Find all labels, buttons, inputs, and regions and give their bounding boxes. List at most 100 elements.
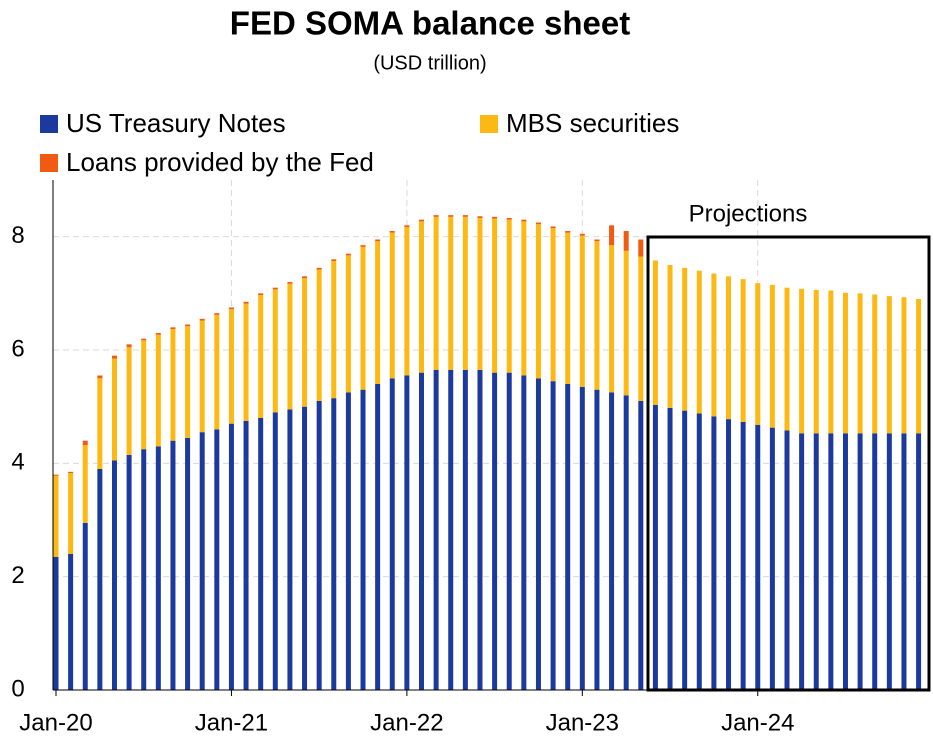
bar-segment [272,412,278,690]
bar-segment [243,420,249,690]
bar-segment [726,419,732,690]
bar-segment [521,219,527,222]
bar-segment [579,235,585,387]
chart-subtitle: (USD trillion) [373,52,486,74]
bar-segment [623,250,629,396]
y-tick-label: 0 [11,675,24,702]
bar-segment [214,314,220,430]
bar-segment [126,347,132,455]
bar-segment [302,278,308,407]
legend-swatch [480,115,498,133]
bar-segment [53,474,59,476]
bar-segment [550,226,556,229]
bar-segment [389,378,395,690]
bar-segment [228,423,234,690]
bar-segment [155,333,161,335]
bar-segment [477,369,483,690]
bar-segment [155,334,161,447]
bar-segment [302,406,308,690]
bar-segment [243,303,249,421]
bar-segment [53,475,59,557]
bar-segment [565,231,571,233]
bar-segment [345,255,351,393]
bar-segment [784,430,790,690]
projection-box [646,235,931,692]
bar-segment [638,256,644,401]
bar-segment [419,221,424,373]
bar-segment [345,253,351,256]
bar-segment [550,381,556,690]
bar-segment [448,216,454,370]
bar-segment [726,276,732,420]
bar-segment [565,384,571,690]
bar-segment [550,228,556,382]
bar-segment [214,313,220,315]
bar-segment [316,269,322,401]
bar-segment [609,392,615,690]
bar-segment [521,375,527,690]
legend-swatch [40,154,58,172]
bar-segment [623,231,629,251]
bar-segment [535,378,541,690]
bar-segment [53,556,59,690]
bar-segment [360,389,366,690]
bar-segment [535,224,541,379]
bar-segment [886,296,892,434]
bar-segment [682,267,688,411]
chart-title: FED SOMA balance sheet [230,5,630,42]
bar-segment [711,416,717,690]
bar-segment [506,219,512,373]
bar-segment [404,225,410,228]
bar-segment [462,215,468,217]
bar-segment [258,418,264,690]
bar-segment [185,437,191,690]
bar-segment [433,216,439,370]
bar-segment [287,282,293,284]
legend-label: US Treasury Notes [66,108,286,138]
bar-segment [916,299,922,434]
bar-segment [97,378,103,469]
bar-segment [916,433,922,690]
bar-segment [375,239,381,242]
bar-segment [404,375,410,690]
bar-segment [901,433,907,690]
bar-segment [141,338,147,341]
bar-segment [667,265,673,408]
bar-segment [258,293,264,296]
bar-segment [579,386,585,690]
x-tick-label: Jan-23 [546,709,619,736]
bar-segment [594,389,600,690]
bar-segment [565,232,571,384]
bar-segment [126,454,132,690]
bar-segment [769,284,775,428]
bar-segment [594,239,600,242]
y-tick-label: 4 [11,449,24,476]
bar-segment [886,433,892,690]
bar-segment [111,355,117,359]
bar-segment [287,409,293,690]
bar-segment [594,241,600,390]
x-tick-label: Jan-22 [370,709,443,736]
bar-segment [828,433,834,690]
bar-segment [419,372,424,690]
bar-segment [111,358,117,461]
bar-segment [813,289,819,434]
bar-segment [857,433,863,690]
bar-segment [185,324,191,327]
bar-segment [141,449,147,690]
bar-segment [755,283,761,425]
bar-segment [214,429,220,690]
bar-segment [842,433,848,690]
bar-segment [872,294,878,434]
bar-segment [799,288,805,434]
bar-segment [813,433,819,690]
bar-segment [302,276,308,279]
bar-segment [82,522,88,690]
bar-segment [111,460,117,690]
bar-segment [170,440,176,690]
bar-segment [389,232,395,379]
bar-segment [799,433,805,690]
bar-segment [170,329,176,441]
bar-segment [506,217,512,220]
bar-segment [652,404,658,690]
